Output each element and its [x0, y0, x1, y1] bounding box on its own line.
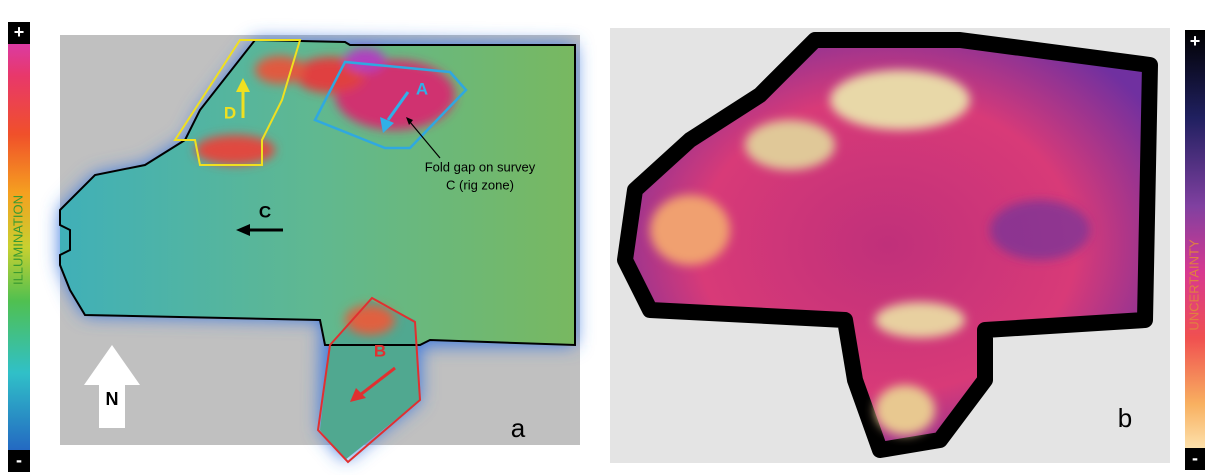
colorbar-label: ILLUMINATION: [10, 195, 25, 285]
colorbar-min: -: [1192, 448, 1198, 468]
zone-c-label: C: [259, 202, 271, 221]
annotation-line: Fold gap on survey: [425, 159, 536, 174]
north-label: N: [106, 389, 119, 409]
annotation-line: C (rig zone): [446, 177, 514, 192]
colorbar-min: -: [16, 450, 22, 470]
panel-label: a: [511, 413, 526, 443]
figure: + - ILLUMINATION D A B C Fold gap on sur…: [0, 0, 1209, 475]
zone-a-label: A: [416, 79, 428, 98]
zone-d-label: D: [224, 103, 236, 122]
colorbar-label: UNCERTAINTY: [1186, 239, 1201, 331]
panel-label: b: [1118, 403, 1132, 433]
colorbar-max: +: [14, 22, 25, 42]
zone-b-label: B: [374, 341, 386, 360]
colorbar-max: +: [1190, 31, 1201, 51]
